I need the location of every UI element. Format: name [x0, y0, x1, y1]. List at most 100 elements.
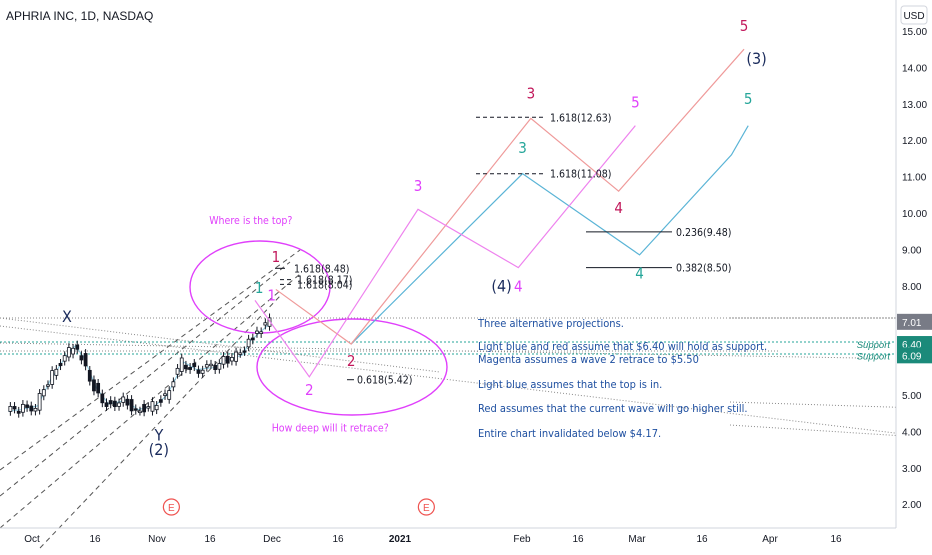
candle	[154, 405, 159, 411]
candle	[121, 396, 126, 403]
event-marker	[162, 498, 180, 516]
event-label: E	[168, 503, 175, 514]
candle	[29, 405, 34, 412]
candle	[12, 406, 17, 410]
y-tick-label: 11.00	[902, 173, 927, 184]
x-tick-label: 16	[572, 534, 584, 545]
wave-label: Y	[153, 426, 163, 445]
candle	[175, 367, 180, 375]
wave-label: 4	[614, 199, 623, 217]
wave-label: 5	[740, 17, 749, 35]
price-badge	[897, 313, 932, 330]
currency-label: USD	[903, 11, 924, 22]
wave-label: 3	[518, 139, 527, 157]
candle	[238, 352, 243, 355]
wave-label: 3	[414, 177, 423, 195]
candle	[92, 379, 96, 392]
ellipse-retrace	[256, 318, 448, 416]
candle	[96, 382, 101, 394]
candle	[50, 370, 55, 385]
candle	[25, 404, 29, 408]
candle	[100, 393, 105, 404]
y-tick-label: 14.00	[902, 63, 927, 74]
candle	[125, 398, 130, 406]
candle	[138, 410, 142, 414]
candle	[150, 401, 155, 412]
channel-line	[0, 261, 291, 497]
callout-label: How deep will it retrace?	[272, 422, 389, 434]
callout-label: Where is the top?	[209, 215, 292, 227]
fib-level-label: 1.618(12.63)	[550, 112, 611, 124]
price-history	[8, 313, 273, 418]
candle	[196, 369, 201, 374]
projection-lines	[254, 48, 749, 378]
candle	[37, 393, 42, 411]
note-text: Light blue and red assume that $6.40 wil…	[478, 340, 767, 353]
candle	[221, 356, 226, 365]
x-tick-label: 16	[696, 534, 708, 545]
fib-level-label: 0.236(9.48)	[676, 227, 731, 239]
channel-line	[39, 295, 281, 549]
projection-light-blue	[350, 125, 749, 345]
candle	[234, 351, 238, 362]
fib-level-label: 1.618(8.17)	[297, 275, 352, 287]
x-tick-label: Nov	[148, 534, 166, 545]
event-label: E	[423, 503, 430, 514]
x-tick-label: 16	[204, 534, 216, 545]
candle	[108, 400, 113, 405]
support-tag: Support	[857, 351, 891, 362]
candle	[83, 353, 88, 367]
note-text: Light blue assumes that the top is in.	[478, 378, 662, 391]
y-tick-label: 15.00	[902, 27, 927, 38]
wave-label: (3)	[746, 49, 766, 68]
candle	[200, 369, 205, 374]
y-tick-label: 2.00	[902, 500, 922, 511]
note-text: Entire chart invalidated below $4.17.	[478, 427, 661, 440]
x-tick-label: 16	[332, 534, 344, 545]
support-line	[0, 317, 441, 373]
fib-level-label: 1.618(8.04)	[297, 279, 352, 291]
candle	[255, 330, 259, 334]
channel-line	[0, 273, 301, 529]
candle	[133, 408, 138, 411]
wave-label: X	[62, 307, 72, 326]
projection-magenta	[254, 125, 636, 378]
candle	[62, 355, 67, 362]
candle	[41, 389, 46, 397]
candle	[259, 331, 264, 334]
candle	[58, 362, 63, 367]
wave-label: 1	[255, 279, 264, 297]
candle	[217, 363, 222, 370]
price-badge-label: 6.09	[902, 351, 922, 362]
support-line	[729, 424, 921, 438]
y-tick-label: 8.00	[902, 282, 922, 293]
event-marker	[417, 498, 435, 516]
candle	[209, 363, 213, 367]
candle	[184, 364, 188, 370]
notes: Three alternative projections. Light blue…	[477, 317, 767, 440]
candle	[87, 369, 92, 382]
candle	[213, 364, 218, 371]
wave-label: 2	[305, 381, 314, 399]
candle	[66, 347, 71, 358]
fib-level-label: 1.618(8.48)	[294, 263, 349, 275]
candle	[179, 357, 184, 372]
price-badge-label: 6.40	[902, 340, 922, 351]
projection-red	[275, 48, 745, 345]
candle	[16, 410, 21, 414]
wave-label: 5	[744, 90, 753, 108]
candle	[263, 322, 268, 326]
candle	[20, 403, 25, 413]
wave-label: 4	[514, 277, 523, 295]
y-tick-label: 4.00	[902, 427, 922, 438]
y-tick-label: 5.00	[902, 391, 922, 402]
x-tick-label: 16	[89, 534, 101, 545]
note-text: Red assumes that the current wave will g…	[478, 402, 748, 415]
candle	[242, 350, 247, 353]
candle	[229, 357, 234, 362]
support-lines	[0, 317, 921, 438]
candle	[146, 406, 151, 409]
x-tick-label: 2021	[389, 534, 412, 545]
